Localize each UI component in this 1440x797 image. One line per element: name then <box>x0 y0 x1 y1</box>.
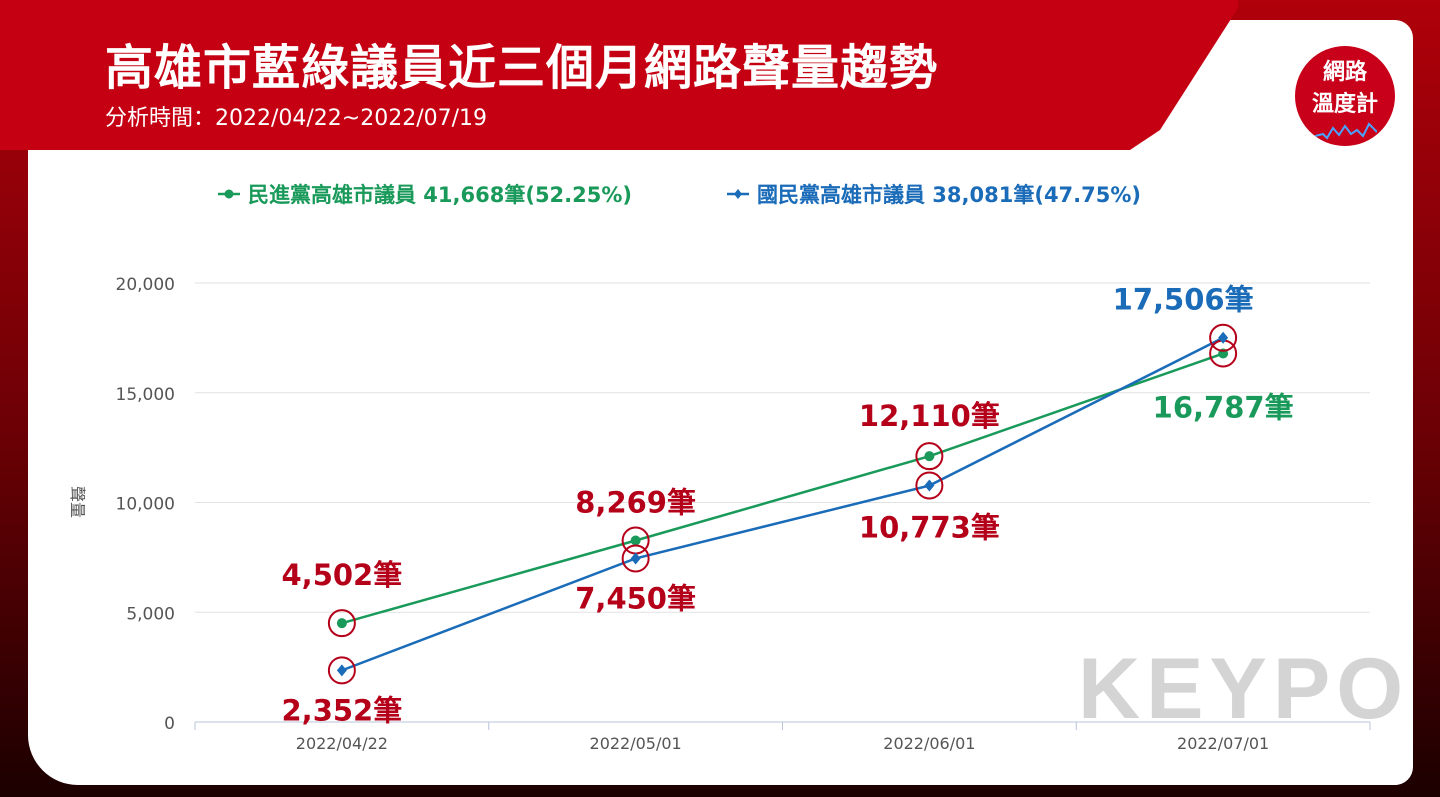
legend-label: 國民黨高雄市議員 38,081筆(47.75%) <box>757 183 1141 207</box>
data-point <box>336 618 347 629</box>
y-axis-label: 聲量 <box>68 486 87 518</box>
y-tick-label: 0 <box>164 714 175 734</box>
highlight-circle <box>621 544 650 573</box>
highlight-circle <box>1209 323 1238 352</box>
y-tick-label: 5,000 <box>126 604 175 624</box>
page-title: 高雄市藍綠議員近三個月網路聲量趨勢 <box>105 40 939 96</box>
data-point <box>336 664 347 677</box>
data-label: 7,450筆 <box>575 581 696 615</box>
data-point <box>630 552 641 565</box>
x-tick-label: 2022/05/01 <box>590 734 682 753</box>
data-label: 2,352筆 <box>282 693 403 727</box>
watermark-text: KEYPO <box>1078 641 1409 737</box>
logo-text-line1: 網路 <box>1322 60 1367 85</box>
highlight-circle <box>327 656 356 685</box>
data-point <box>924 479 935 492</box>
pulse-icon <box>1315 122 1377 140</box>
highlight-circle <box>327 609 356 638</box>
logo-text-line2: 溫度計 <box>1311 92 1378 117</box>
y-tick-label: 10,000 <box>116 495 175 515</box>
legend-marker <box>224 189 234 199</box>
logo: 網路 溫度計 <box>1295 46 1395 146</box>
series-line-0 <box>341 352 1224 625</box>
analysis-period: 分析時間：2022/04/22~2022/07/19 <box>105 106 488 131</box>
highlight-circle <box>915 442 944 471</box>
legend-marker <box>734 189 742 199</box>
y-tick-label: 20,000 <box>116 275 175 295</box>
legend-label: 民進黨高雄市議員 41,668筆(52.25%) <box>248 183 632 207</box>
data-label: 8,269筆 <box>575 485 696 519</box>
data-point <box>630 535 641 546</box>
y-tick-label: 15,000 <box>116 385 175 405</box>
data-point <box>1218 331 1229 344</box>
highlight-circle <box>915 471 944 500</box>
x-tick-label: 2022/06/01 <box>883 734 975 753</box>
data-label: 4,502筆 <box>282 558 403 592</box>
data-point <box>924 451 935 462</box>
series-line-1 <box>341 336 1224 672</box>
header-banner: 高雄市藍綠議員近三個月網路聲量趨勢 分析時間：2022/04/22~2022/0… <box>0 0 1238 150</box>
data-label: 10,773筆 <box>859 511 1000 545</box>
x-tick-label: 2022/07/01 <box>1177 734 1269 753</box>
data-label: 16,787筆 <box>1153 391 1294 425</box>
x-tick-label: 2022/04/22 <box>296 734 388 753</box>
data-label: 17,506筆 <box>1113 283 1254 317</box>
data-label: 12,110筆 <box>859 399 1000 433</box>
